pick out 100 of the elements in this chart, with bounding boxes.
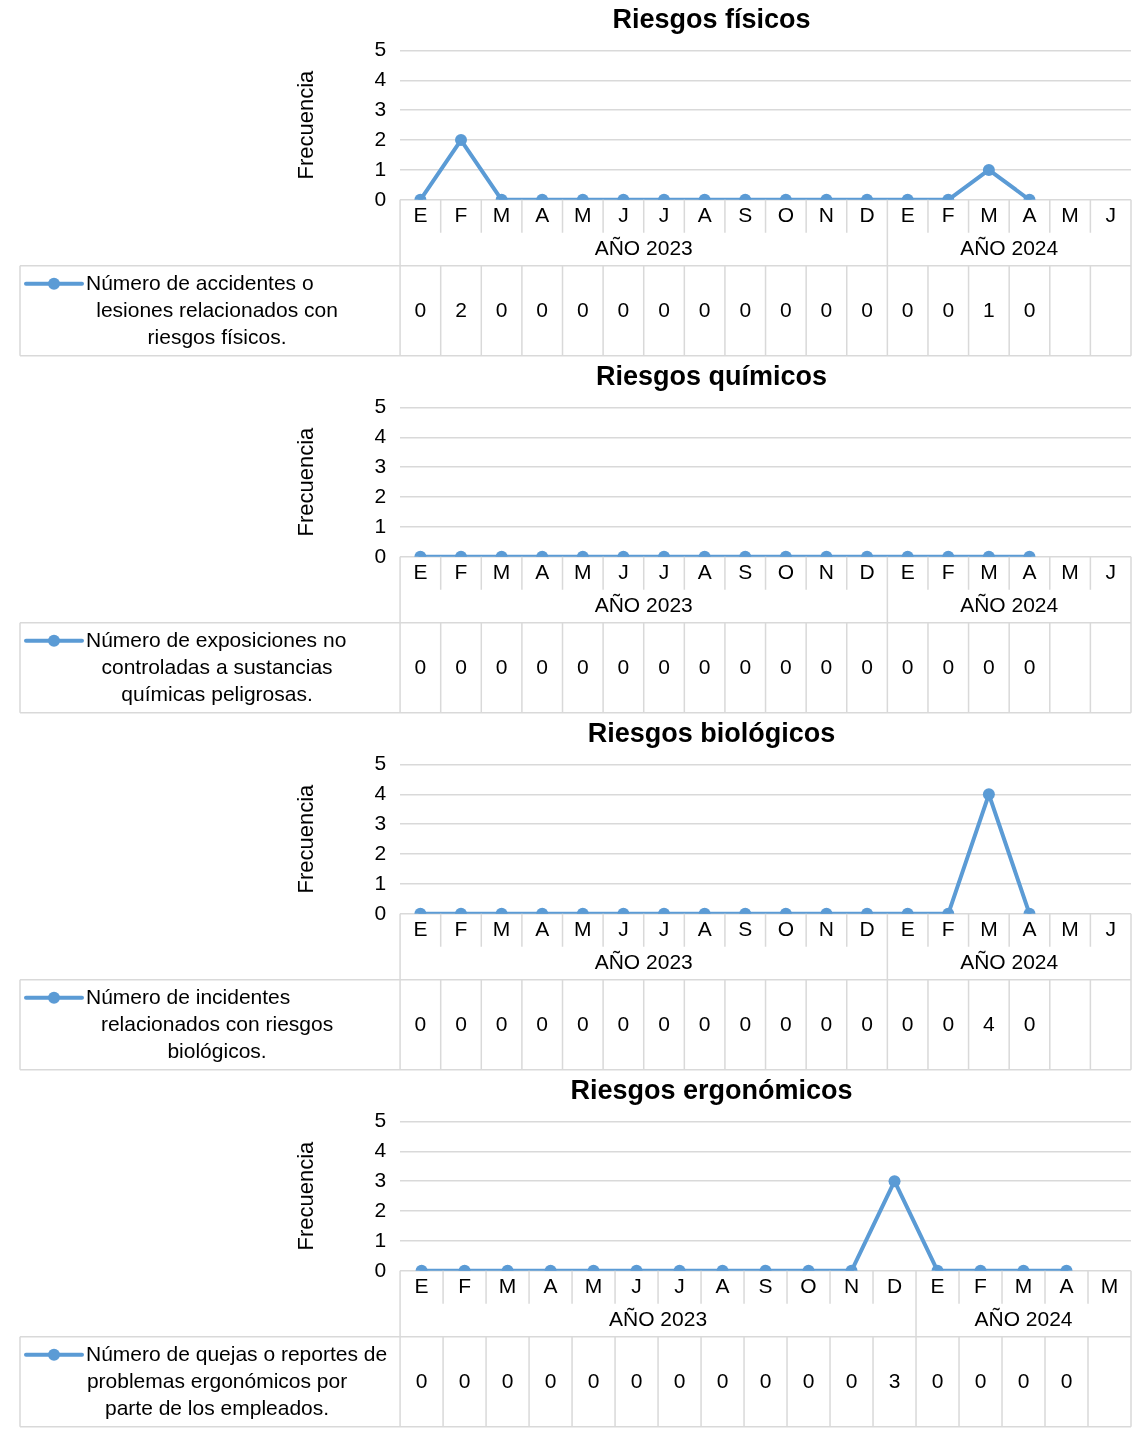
legend-label: Número de accidentes o lesiones relacionados con riesgos físicos. — [86, 270, 338, 348]
x-tick-label: S — [738, 917, 753, 941]
x-tick-label: J — [1105, 203, 1116, 227]
x-tick-label: E — [414, 1274, 429, 1298]
data-label: 0 — [901, 297, 914, 321]
x-tick-label: M — [980, 203, 998, 227]
data-label: 0 — [1023, 654, 1036, 678]
x-tick-label: A — [543, 1274, 558, 1298]
y-axis-title: Frecuencia — [293, 69, 319, 180]
x-tick-label: F — [941, 203, 955, 227]
x-tick-label: M — [1014, 1274, 1033, 1298]
data-label: 0 — [698, 1011, 711, 1035]
x-tick-label: M — [980, 917, 998, 941]
data-label: 0 — [820, 297, 833, 321]
x-tick-label: E — [413, 203, 428, 227]
x-tick-label: J — [658, 917, 670, 941]
x-tick-label: A — [535, 917, 550, 941]
y-tick-label: 0 — [374, 186, 387, 210]
x-tick-label: J — [618, 560, 629, 584]
x-tick-label: N — [818, 203, 835, 227]
y-tick-label: 5 — [374, 1108, 387, 1132]
text: AÑO 2024 — [974, 1307, 1073, 1331]
data-label: 0 — [658, 297, 670, 321]
x-tick-label: S — [738, 560, 753, 584]
text: AÑO 2024 — [960, 593, 1059, 617]
text: AÑO 2024 — [960, 950, 1059, 974]
x-tick-label: J — [674, 1274, 685, 1298]
y-tick-label: 3 — [374, 453, 387, 477]
legend-label: Número de incidentes relacionados con riesgos biológicos. — [86, 984, 334, 1062]
x-tick-label: A — [697, 203, 712, 227]
x-tick-label: A — [715, 1274, 730, 1298]
data-label: 0 — [414, 654, 427, 678]
data-label: 0 — [617, 297, 630, 321]
y-tick-label: 4 — [374, 67, 387, 91]
data-label: 4 — [983, 1011, 996, 1035]
data-label: 0 — [1023, 1011, 1036, 1035]
y-tick-label: 2 — [374, 1197, 387, 1221]
y-tick-label: 3 — [374, 810, 387, 834]
x-tick-label: F — [458, 1274, 471, 1298]
data-label: 0 — [617, 1011, 630, 1035]
data-label: 2 — [455, 297, 467, 321]
y-tick-label: 4 — [374, 424, 387, 448]
x-tick-label: D — [859, 917, 875, 941]
x-tick-label: E — [413, 917, 428, 941]
y-tick-label: 3 — [374, 96, 387, 120]
y-tick-label: 1 — [374, 156, 387, 180]
x-tick-label: M — [492, 560, 511, 584]
y-tick-label: 5 — [374, 751, 387, 775]
x-tick-label: F — [454, 917, 468, 941]
data-label: 0 — [845, 1368, 858, 1392]
y-tick-label: 4 — [374, 781, 387, 805]
text: AÑO 2023 — [609, 1307, 708, 1331]
data-label: 0 — [942, 654, 955, 678]
y-tick-label: 2 — [374, 483, 387, 507]
chart-title: Riesgos biológicos — [587, 717, 836, 748]
y-tick-label: 1 — [374, 870, 387, 894]
x-tick-label: O — [800, 1274, 817, 1298]
x-tick-label: E — [900, 203, 915, 227]
x-tick-label: M — [980, 560, 998, 584]
data-label: 0 — [739, 1011, 752, 1035]
x-tick-label: O — [777, 560, 795, 584]
x-tick-label: M — [584, 1274, 603, 1298]
data-label: 1 — [983, 297, 995, 321]
x-tick-label: J — [658, 560, 670, 584]
data-label: 0 — [576, 297, 589, 321]
x-tick-label: F — [454, 560, 468, 584]
x-tick-label: D — [859, 560, 875, 584]
text: AÑO 2024 — [960, 236, 1059, 260]
y-tick-label: 0 — [374, 900, 387, 924]
data-label: 0 — [802, 1368, 815, 1392]
x-tick-label: F — [974, 1274, 987, 1298]
data-label: 0 — [455, 1011, 467, 1035]
x-tick-label: A — [697, 560, 712, 584]
x-tick-label: M — [574, 203, 592, 227]
y-tick-label: 0 — [374, 1257, 387, 1281]
y-axis-title: Frecuencia — [293, 783, 319, 894]
x-tick-label: E — [900, 560, 915, 584]
x-tick-label: M — [1061, 203, 1079, 227]
data-label: 0 — [861, 654, 873, 678]
x-tick-label: M — [498, 1274, 517, 1298]
x-tick-label: F — [941, 560, 955, 584]
chart-title: Riesgos químicos — [595, 360, 828, 391]
x-tick-label: F — [941, 917, 955, 941]
data-label: 0 — [942, 297, 955, 321]
data-label: 0 — [673, 1368, 686, 1392]
data-label: 0 — [458, 1368, 471, 1392]
x-tick-label: M — [492, 917, 511, 941]
y-tick-label: 5 — [374, 394, 387, 418]
y-tick-label: 2 — [374, 840, 387, 864]
data-label: 0 — [820, 654, 833, 678]
data-label: 0 — [901, 1011, 914, 1035]
data-label: 0 — [658, 1011, 670, 1035]
y-axis-title: Frecuencia — [293, 426, 319, 537]
data-label: 0 — [974, 1368, 987, 1392]
data-label: 0 — [544, 1368, 557, 1392]
x-tick-label: N — [818, 560, 835, 584]
x-tick-label: A — [697, 917, 712, 941]
y-tick-label: 4 — [374, 1138, 387, 1162]
x-tick-label: J — [1105, 560, 1116, 584]
x-tick-label: A — [1022, 917, 1037, 941]
